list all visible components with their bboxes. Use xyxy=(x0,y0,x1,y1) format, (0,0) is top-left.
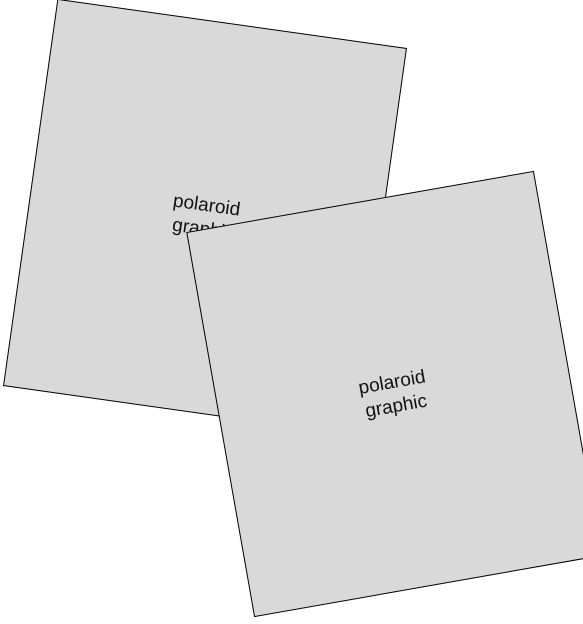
polaroid-card-front[interactable]: polaroid graphic xyxy=(186,170,583,618)
polaroid-card-front-frame xyxy=(186,170,583,618)
